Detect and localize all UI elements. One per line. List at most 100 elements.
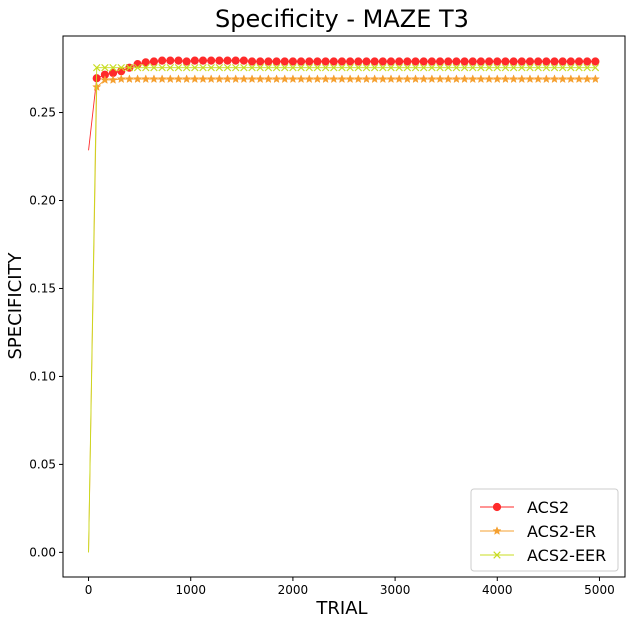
data-point [165, 74, 175, 84]
data-point [362, 63, 371, 72]
data-point [459, 74, 470, 84]
data-point [166, 56, 175, 65]
data-point [549, 74, 560, 84]
x-tick-label: 0 [85, 583, 93, 597]
data-point [313, 57, 322, 66]
data-point [142, 63, 150, 72]
y-tick-label: 0.25 [29, 106, 56, 120]
data-point [247, 74, 257, 84]
data-point [583, 63, 591, 72]
data-point [157, 74, 167, 84]
data-point [534, 63, 542, 72]
data-point [337, 74, 347, 84]
x-tick-label: 3000 [380, 583, 411, 597]
data-point [288, 74, 298, 84]
data-point [354, 63, 363, 72]
x-tick-label: 4000 [482, 583, 513, 597]
data-point [386, 57, 396, 66]
data-point [558, 74, 568, 84]
data-point [346, 57, 355, 66]
data-point [517, 57, 526, 66]
data-point [239, 56, 248, 65]
data-point [509, 57, 518, 66]
data-point [378, 57, 387, 66]
data-point [158, 56, 167, 65]
data-point [117, 67, 126, 76]
data-point [247, 57, 257, 66]
data-point [271, 74, 282, 84]
data-point [206, 74, 216, 84]
legend-marker [492, 502, 502, 512]
data-point [231, 63, 240, 72]
data-point [133, 60, 142, 69]
data-point [296, 74, 306, 84]
data-point [402, 74, 413, 84]
x-tick-label: 2000 [278, 583, 309, 597]
y-tick-label: 0.15 [29, 281, 56, 295]
data-point [280, 57, 289, 66]
data-point [132, 74, 143, 84]
data-point [387, 63, 395, 72]
data-point [575, 63, 583, 72]
data-point [485, 63, 493, 72]
data-point [476, 74, 486, 84]
data-point [231, 74, 241, 84]
series-acs2-eer [88, 63, 600, 553]
data-point [493, 57, 502, 66]
data-point [181, 74, 192, 84]
data-point [346, 63, 354, 72]
plot-frame [62, 35, 626, 578]
data-point [305, 63, 313, 72]
series-acs2-er [88, 74, 601, 553]
data-point [410, 74, 421, 84]
data-point [590, 74, 601, 84]
data-point [264, 63, 273, 72]
series-line [88, 78, 596, 553]
data-point [501, 57, 510, 66]
data-point [378, 74, 388, 84]
data-point [304, 74, 314, 84]
data-point [362, 57, 371, 66]
data-point [338, 63, 346, 72]
series-line [88, 67, 596, 553]
data-point [591, 63, 600, 72]
data-point [133, 63, 142, 72]
data-point [263, 74, 274, 84]
data-point [436, 63, 444, 72]
data-point [166, 63, 175, 72]
x-axis: 0 1000 2000 3000 4000 5000 [85, 577, 615, 597]
data-point [215, 63, 224, 72]
data-point [525, 57, 535, 66]
data-point [370, 57, 379, 66]
data-point [386, 74, 396, 84]
data-point [411, 63, 420, 72]
data-point [207, 63, 215, 72]
data-point [558, 57, 567, 66]
data-point [444, 57, 453, 66]
legend-marker [492, 526, 502, 535]
y-axis-title: SPECIFICITY [5, 251, 26, 359]
data-point [330, 63, 338, 72]
data-point [443, 74, 453, 84]
data-point [109, 63, 117, 72]
data-point [541, 74, 551, 84]
data-point [248, 63, 256, 72]
legend-entry: ACS2-ER [480, 522, 596, 541]
data-point [419, 57, 428, 66]
data-point [460, 63, 469, 72]
data-point [558, 63, 567, 72]
data-point [469, 63, 477, 72]
legend-label: ACS2 [527, 498, 569, 517]
data-point [296, 57, 306, 66]
series-layer [88, 56, 601, 553]
data-point [190, 74, 200, 84]
data-point [313, 63, 322, 72]
data-point [435, 57, 445, 66]
y-tick-label: 0.05 [29, 457, 56, 471]
data-point [574, 57, 584, 66]
data-point [517, 74, 527, 84]
data-point [240, 63, 248, 72]
data-point [297, 63, 305, 72]
